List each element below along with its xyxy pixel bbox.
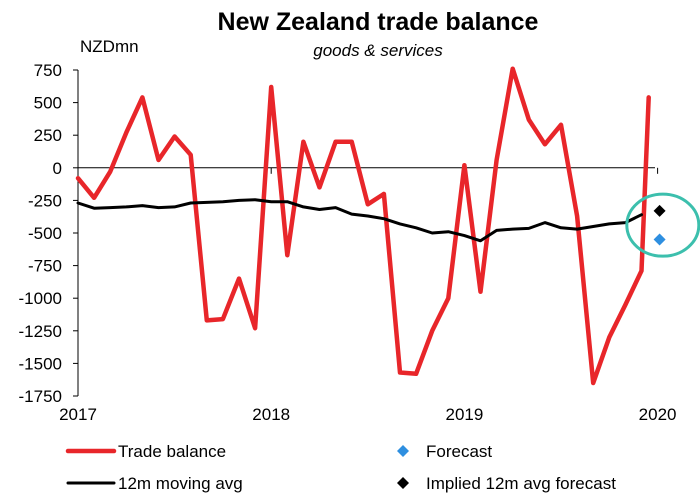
y-tick-label: -1250	[19, 322, 62, 341]
chart-title: New Zealand trade balance	[218, 8, 539, 36]
y-tick-label: 750	[34, 61, 62, 80]
x-tick-label: 2018	[252, 405, 290, 424]
legend-label-12m-moving-avg: 12m moving avg	[118, 474, 243, 493]
y-axis: 750 500 250 0 -250 -500 -750 -1000 -1250 -1500 -17…	[19, 61, 79, 406]
x-tick-label: 2020	[639, 405, 677, 424]
12m-moving-avg-line	[76, 198, 643, 243]
y-tick-label: -750	[28, 257, 62, 276]
implied-12m-avg-forecast-marker	[653, 204, 666, 217]
legend-swatch-implied-12m-avg-forecast	[397, 477, 409, 489]
y-tick-label: -1000	[19, 289, 62, 308]
forecast-marker	[653, 233, 666, 246]
y-tick-label: -1500	[19, 354, 62, 373]
legend-swatch-forecast	[397, 445, 409, 457]
y-axis-label: NZDmn	[80, 37, 139, 56]
legend-label-forecast: Forecast	[426, 442, 492, 461]
forecast-highlight-ellipse	[625, 192, 700, 258]
annotation-layer	[625, 192, 700, 258]
y-tick-label: 500	[34, 94, 62, 113]
x-tick-label: 2019	[445, 405, 483, 424]
legend: Trade balance Forecast 12m moving avg Impli…	[65, 442, 616, 493]
legend-label-trade-balance: Trade balance	[118, 442, 226, 461]
legend-label-implied-12m-avg-forecast: Implied 12m avg forecast	[426, 474, 616, 493]
x-axis: 2017 2018 2019 2020	[59, 167, 677, 424]
x-tick-label: 2017	[59, 405, 97, 424]
y-tick-label: -500	[28, 224, 62, 243]
y-tick-label: 250	[34, 126, 62, 145]
trade-balance-line	[75, 66, 651, 386]
plot-area	[75, 66, 666, 386]
chart-subtitle: goods & services	[313, 41, 443, 60]
y-tick-label: -250	[28, 191, 62, 210]
y-tick-label: -1750	[19, 387, 62, 406]
y-tick-label: 0	[53, 159, 62, 178]
